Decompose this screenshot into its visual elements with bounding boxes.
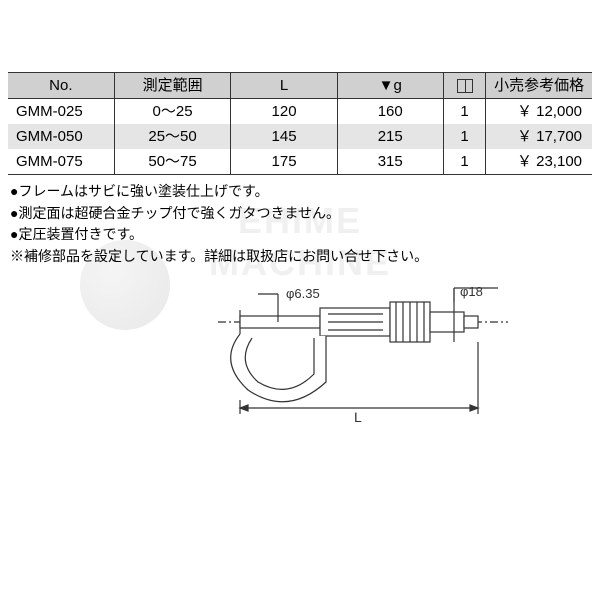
cell-price: ￥ 23,100 [486,149,592,175]
cell-range: 25～50 [114,124,231,149]
cell-qty: 1 [443,99,485,125]
header-qty [443,73,485,99]
cell-range: 50～75 [114,149,231,175]
cell-g: 315 [337,149,443,175]
header-l: L [231,73,337,99]
cell-price: ￥ 12,000 [486,99,592,125]
cell-l: 120 [231,99,337,125]
note-line: ●定圧装置付きです。 [10,224,592,246]
table-row: GMM-075 50～75 175 315 1 ￥ 23,100 [8,149,592,175]
cell-price: ￥ 17,700 [486,124,592,149]
book-icon [457,79,473,93]
spec-sheet: No. 測定範囲 L ▼g 小売参考価格 GMM-025 0～25 120 16… [0,0,600,437]
table-row: GMM-050 25～50 145 215 1 ￥ 17,700 [8,124,592,149]
header-price: 小売参考価格 [486,73,592,99]
cell-l: 145 [231,124,337,149]
cell-g: 160 [337,99,443,125]
note-line: ●フレームはサビに強い塗装仕上げです。 [10,181,592,203]
header-g: ▼g [337,73,443,99]
spec-table: No. 測定範囲 L ▼g 小売参考価格 GMM-025 0～25 120 16… [8,72,592,175]
note-line: ※補修部品を設定しています。詳細は取扱店にお問い合せ下さい。 [10,246,592,268]
table-header-row: No. 測定範囲 L ▼g 小売参考価格 [8,73,592,99]
note-line: ●測定面は超硬合金チップ付で強くガタつきません。 [10,203,592,225]
notes: ●フレームはサビに強い塗装仕上げです。 ●測定面は超硬合金チップ付で強くガタつき… [8,181,592,268]
cell-range: 0～25 [114,99,231,125]
label-thimble-dia: φ18 [460,284,483,299]
header-no: No. [8,73,114,99]
cell-qty: 1 [443,149,485,175]
cell-no: GMM-050 [8,124,114,149]
header-range: 測定範囲 [114,73,231,99]
cell-g: 215 [337,124,443,149]
cell-no: GMM-025 [8,99,114,125]
cell-l: 175 [231,149,337,175]
table-row: GMM-025 0～25 120 160 1 ￥ 12,000 [8,99,592,125]
label-spindle-dia: φ6.35 [286,286,320,301]
label-length: L [354,409,362,425]
cell-no: GMM-075 [8,149,114,175]
micrometer-diagram: φ6.35 φ18 L [208,282,592,437]
diagram-svg: φ6.35 φ18 L [208,282,528,432]
cell-qty: 1 [443,124,485,149]
